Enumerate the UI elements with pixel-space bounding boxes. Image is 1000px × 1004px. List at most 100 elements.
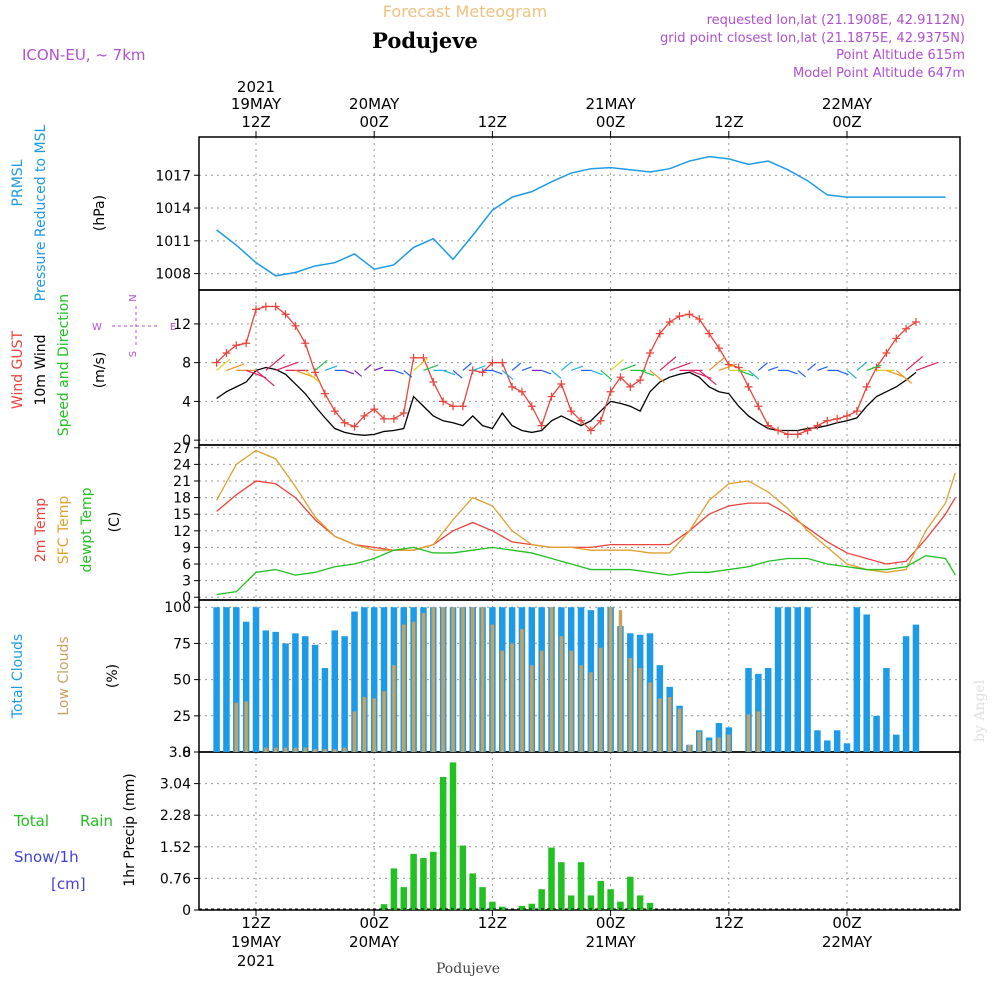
rain-bar [587, 895, 595, 910]
wind-arrow [226, 363, 245, 371]
total-cloud-bar [370, 607, 378, 752]
rain-bar [390, 868, 398, 910]
bottom-hour-label: 00Z [832, 914, 861, 932]
temp-unit: (C) [107, 512, 123, 533]
wind-speed-direction-label: Speed and Direction [56, 294, 72, 436]
rain-bar [636, 895, 644, 910]
location-title: Podujeve [372, 28, 478, 53]
gust-marker [616, 373, 625, 382]
rain-bar [597, 880, 604, 910]
gust-marker [596, 416, 605, 425]
gust-marker [606, 387, 615, 396]
compass-n: N [128, 294, 139, 301]
wind-arrow [600, 369, 613, 381]
wind-arrow [403, 369, 413, 378]
wind-arrow [718, 363, 738, 371]
precip-rain-label: Rain [80, 812, 113, 830]
gust-marker [370, 405, 379, 414]
bottom-day-label: 20MAY [349, 933, 400, 951]
total-cloud-bar [883, 668, 890, 752]
gust-marker [636, 376, 645, 385]
gust-marker [823, 416, 832, 425]
wind-arrow [610, 359, 624, 371]
wind-arrow [757, 362, 768, 371]
rain-bar [430, 851, 437, 910]
wind-arrow [363, 364, 372, 371]
rain-bar [380, 904, 388, 910]
low-clouds-label: Low Clouds [56, 636, 72, 715]
total-cloud-bar [262, 630, 270, 752]
low-cloud-bar [648, 682, 652, 752]
gust-marker [695, 315, 704, 324]
bottom-hour-label: 12Z [241, 914, 270, 932]
gust-marker [429, 378, 438, 387]
gust-marker [508, 382, 517, 391]
total-cloud-bar [824, 740, 831, 752]
y-tick-label: 3.8 [169, 745, 191, 761]
gust-marker [793, 430, 802, 439]
pressure-unit: (hPa) [92, 195, 108, 231]
wind-arrow [807, 363, 817, 371]
y-tick-label: 1008 [155, 267, 191, 283]
gust-marker [311, 368, 320, 377]
rain-bar [538, 889, 545, 910]
y-tick-label: 3.04 [160, 777, 191, 793]
low-cloud-bar [431, 607, 436, 752]
rain-bar [449, 762, 457, 910]
wind-arrow [354, 369, 363, 377]
top-hour-label: 12Z [478, 113, 507, 131]
total-cloud-bar [233, 607, 240, 752]
clouds-unit: (%) [105, 664, 121, 688]
low-cloud-bar [273, 747, 278, 752]
y-tick-label: 6 [182, 557, 191, 573]
total-cloud-bar [745, 668, 752, 752]
wind-arrow [915, 361, 939, 371]
total-cloud-bar [351, 611, 358, 752]
y-tick-label: 1.52 [160, 840, 191, 856]
low-cloud-bar [658, 698, 662, 752]
gust-marker [665, 317, 674, 326]
wind-arrow [452, 369, 463, 379]
product-title: Forecast Meteogram [383, 2, 547, 21]
gust-marker [271, 302, 280, 311]
low-cloud-bar [559, 636, 564, 752]
bottom-hour-label: 00Z [360, 914, 389, 932]
gust-marker [389, 414, 398, 423]
y-tick-label: 0.76 [160, 871, 191, 887]
wind-arrow [344, 369, 355, 375]
gust-marker [301, 339, 310, 348]
gust-marker [685, 310, 694, 319]
total-cloud-bar [341, 636, 348, 752]
total-cloud-bar [292, 633, 299, 752]
rain-bar [420, 858, 427, 910]
rain-bar [489, 901, 496, 910]
total-cloud-bar [912, 624, 920, 752]
gust-marker [557, 379, 566, 388]
wind-arrow [511, 362, 522, 371]
wind-arrow [708, 356, 725, 371]
gust-marker [458, 402, 467, 411]
low-cloud-bar [382, 691, 386, 752]
gust-marker [212, 358, 221, 367]
bottom-day-label: 19MAY [231, 933, 282, 951]
total-cloud-bar [252, 607, 260, 752]
gust-marker [380, 414, 389, 423]
wind-arrow [649, 369, 665, 384]
top-year-label: 2021 [237, 78, 275, 96]
total-cloud-bar [902, 636, 910, 752]
wind-arrow [314, 359, 328, 371]
wind-arrow [698, 369, 717, 386]
gust-marker [222, 348, 231, 357]
rain-bar [567, 895, 575, 910]
gust-marker [813, 421, 822, 430]
rain-bar [627, 876, 634, 910]
low-cloud-bar [362, 696, 367, 752]
wind-10m-label: 10m Wind [33, 334, 49, 405]
panel-frame [198, 444, 961, 601]
low-cloud-bar [608, 607, 613, 752]
total-cloud-bar [213, 607, 220, 752]
total-cloud-bar [893, 734, 900, 752]
gust-marker [754, 402, 763, 411]
low-cloud-bar [480, 607, 485, 752]
